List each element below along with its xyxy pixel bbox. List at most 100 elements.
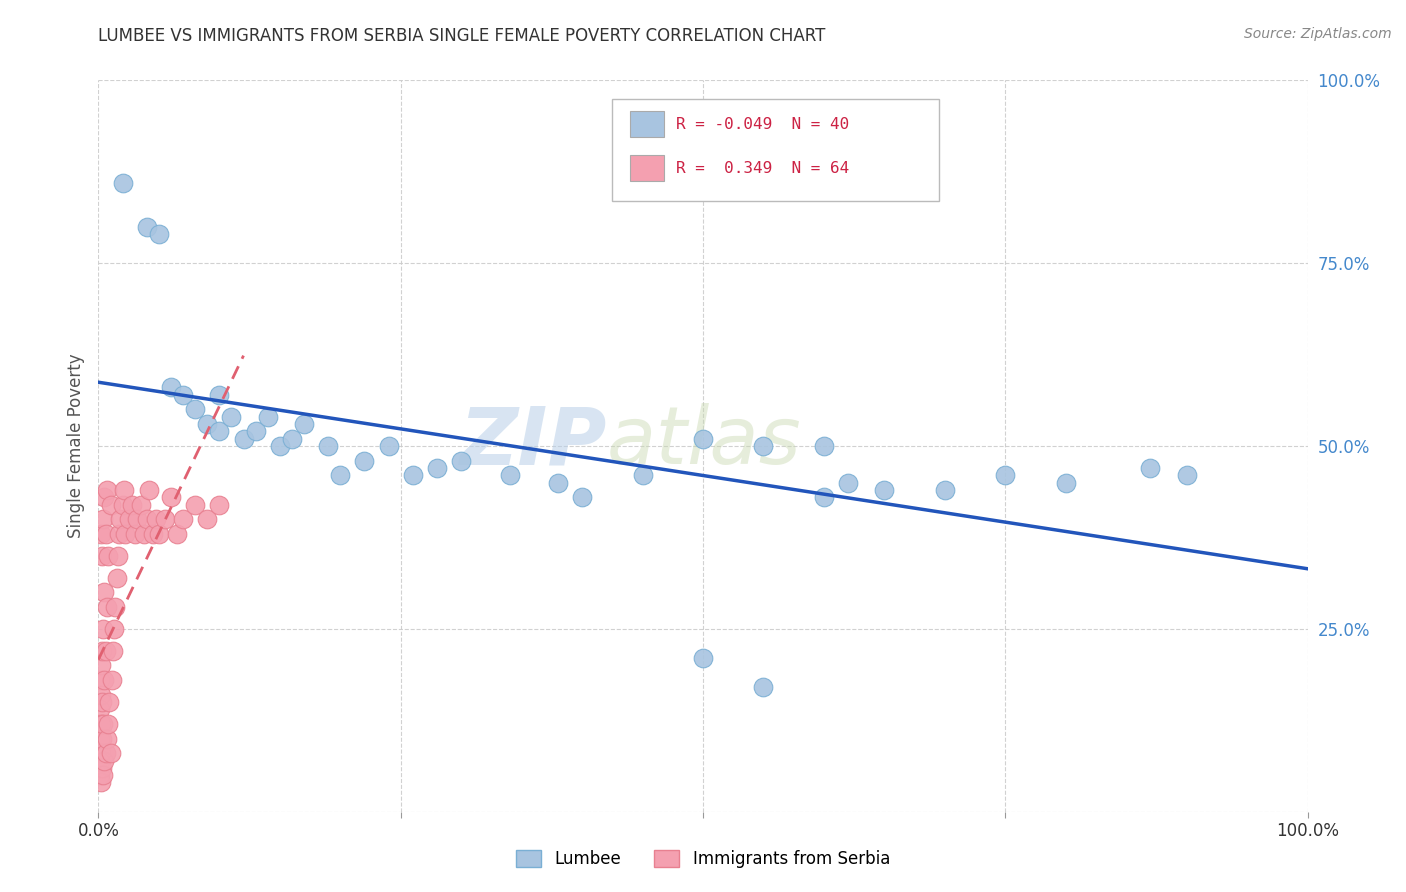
Point (208, 425, 231, 439)
Point (160, 490, 183, 504)
Point (111, 498, 134, 512)
Point (90, 658, 112, 673)
Point (91, 731, 114, 746)
Point (98, 695, 121, 709)
Point (91, 717, 114, 731)
Point (93, 673, 115, 687)
Point (166, 526, 188, 541)
Point (89, 702, 111, 716)
Point (631, 468, 654, 483)
Point (105, 571, 128, 585)
Point (148, 227, 170, 241)
Point (91, 549, 114, 563)
Point (90, 775, 112, 789)
Point (142, 526, 165, 541)
Text: ZIP: ZIP (458, 403, 606, 482)
Point (127, 512, 149, 526)
Point (93, 585, 115, 599)
Point (184, 498, 207, 512)
FancyBboxPatch shape (613, 99, 939, 201)
Point (172, 512, 194, 526)
Point (97, 549, 120, 563)
Point (547, 475, 569, 490)
Point (94, 746, 117, 760)
Text: LUMBEE VS IMMIGRANTS FROM SERBIA SINGLE FEMALE POVERTY CORRELATION CHART: LUMBEE VS IMMIGRANTS FROM SERBIA SINGLE … (98, 27, 825, 45)
Point (91, 761, 114, 775)
Point (89, 768, 111, 782)
Point (89, 754, 111, 768)
Point (91, 768, 114, 782)
Point (90, 746, 112, 760)
Point (93, 490, 115, 504)
Point (129, 498, 152, 512)
Point (450, 453, 472, 467)
Point (118, 512, 141, 526)
Point (134, 526, 156, 541)
Point (100, 746, 122, 760)
Point (107, 549, 129, 563)
Point (135, 219, 157, 234)
Point (837, 475, 859, 490)
Point (108, 512, 131, 526)
Point (94, 526, 117, 541)
Point (377, 439, 399, 453)
Point (89, 673, 111, 687)
Point (90, 526, 112, 541)
Point (232, 432, 254, 446)
Point (329, 468, 352, 483)
Point (873, 483, 896, 497)
Point (195, 512, 218, 526)
Point (281, 432, 304, 446)
Point (100, 498, 122, 512)
Text: Source: ZipAtlas.com: Source: ZipAtlas.com (1244, 27, 1392, 41)
Text: R =  0.349  N = 64: R = 0.349 N = 64 (676, 161, 849, 176)
Point (94, 644, 117, 658)
Y-axis label: Single Female Poverty: Single Female Poverty (66, 354, 84, 538)
Point (90, 688, 112, 702)
Point (90, 717, 112, 731)
Point (111, 176, 134, 190)
Point (172, 388, 194, 402)
Point (245, 425, 267, 439)
Point (153, 512, 176, 526)
Point (91, 512, 114, 526)
Point (96, 483, 118, 497)
Point (101, 644, 124, 658)
Point (208, 388, 231, 402)
Point (813, 439, 835, 453)
Point (138, 483, 160, 497)
Point (752, 439, 775, 453)
Point (96, 599, 118, 614)
Point (221, 409, 243, 424)
Point (135, 512, 157, 526)
Point (571, 490, 593, 504)
Point (752, 681, 775, 695)
Point (813, 490, 835, 504)
Point (160, 380, 183, 394)
Point (112, 483, 135, 497)
Point (269, 439, 291, 453)
Point (91, 695, 114, 709)
Point (1175, 468, 1198, 483)
Legend: Lumbee, Immigrants from Serbia: Lumbee, Immigrants from Serbia (509, 843, 897, 875)
Point (104, 599, 127, 614)
Point (402, 468, 425, 483)
Point (148, 526, 170, 541)
Bar (630, 111, 664, 137)
Point (91, 622, 114, 636)
Point (426, 461, 449, 475)
Point (256, 409, 278, 424)
Point (292, 417, 315, 431)
Point (692, 651, 714, 665)
Point (100, 673, 122, 687)
Point (96, 731, 118, 746)
Point (208, 498, 231, 512)
Point (108, 526, 131, 541)
Point (91, 644, 114, 658)
Point (121, 498, 143, 512)
Text: atlas: atlas (606, 403, 801, 482)
Point (93, 754, 115, 768)
Point (184, 402, 207, 417)
Point (195, 417, 218, 431)
Point (1054, 475, 1077, 490)
